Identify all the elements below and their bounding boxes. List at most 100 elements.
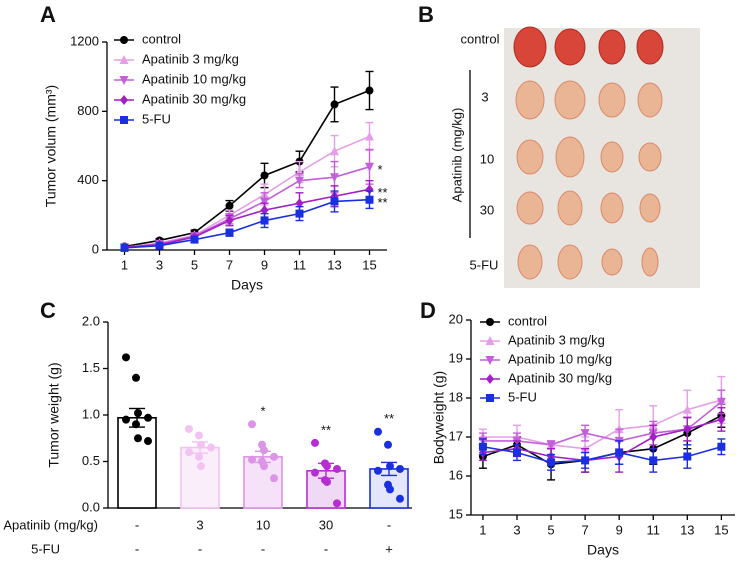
- y-tick-label: 1.0: [82, 406, 100, 421]
- marker: [615, 448, 624, 457]
- tumor: [601, 248, 623, 276]
- marker: [330, 173, 339, 183]
- category-label: -: [198, 541, 202, 556]
- data-point: [122, 415, 130, 424]
- x-axis-title: Days: [587, 542, 619, 558]
- row-label: Apatinib (mg/kg): [3, 517, 98, 532]
- marker: [330, 100, 339, 109]
- data-point: [386, 485, 394, 494]
- legend-label: 5-FU: [508, 389, 537, 404]
- bar: [117, 416, 157, 509]
- significance: **: [378, 195, 388, 210]
- row-label: 5-FU: [31, 541, 60, 556]
- x-tick-label: 7: [581, 522, 588, 537]
- tumor: [516, 139, 544, 175]
- x-axis-title: Days: [231, 277, 263, 293]
- series-line: [124, 89, 370, 248]
- legend-label: control: [508, 313, 547, 328]
- x-tick-label: 1: [121, 257, 128, 272]
- data-point: [248, 420, 256, 429]
- tumor: [598, 82, 626, 118]
- data-point: [333, 464, 341, 473]
- x-tick-label: 3: [513, 522, 520, 537]
- category-label: 3: [196, 517, 203, 532]
- data-point: [323, 477, 331, 486]
- data-point: [122, 353, 130, 362]
- y-tick-label: 15: [449, 506, 463, 521]
- tumor: [516, 191, 544, 225]
- significance: **: [321, 422, 331, 437]
- tumor: [639, 193, 661, 223]
- marker: [120, 243, 129, 252]
- tumor: [515, 80, 545, 120]
- marker: [330, 146, 339, 156]
- legend-label: Apatinib 10 mg/kg: [142, 71, 246, 86]
- y-tick-label: 20: [449, 311, 463, 326]
- series-line: [482, 399, 722, 450]
- marker: [478, 442, 487, 451]
- marker: [580, 429, 590, 439]
- significance: *: [378, 162, 383, 177]
- legend-marker: [120, 95, 128, 105]
- data-point: [311, 438, 319, 447]
- legend-label: Apatinib 3 mg/kg: [142, 51, 239, 66]
- x-tick-label: 9: [616, 522, 623, 537]
- tumor: [638, 142, 662, 172]
- data-point: [248, 455, 256, 464]
- x-tick-label: 13: [327, 257, 341, 272]
- tumor: [554, 28, 586, 66]
- marker: [260, 205, 269, 216]
- tumor: [637, 82, 663, 118]
- marker: [190, 235, 199, 244]
- x-tick-label: 11: [646, 522, 660, 537]
- legend-marker: [486, 374, 494, 384]
- x-tick-label: 5: [547, 522, 554, 537]
- category-label: 10: [256, 517, 270, 532]
- y-tick-label: 0.5: [82, 453, 100, 468]
- tumor: [557, 244, 583, 280]
- legend-marker: [486, 318, 494, 326]
- legend-label: Apatinib 3 mg/kg: [508, 332, 605, 347]
- data-point: [374, 466, 382, 475]
- data-point: [197, 440, 205, 449]
- group-label: Apatinib (mg/kg): [449, 108, 464, 203]
- data-point: [144, 413, 152, 422]
- marker: [225, 201, 234, 210]
- data-point: [134, 434, 142, 443]
- legend-label: Apatinib 30 mg/kg: [142, 91, 246, 106]
- marker: [683, 424, 692, 435]
- x-tick-label: 5: [191, 257, 198, 272]
- legend-marker: [485, 356, 495, 365]
- data-point: [323, 462, 331, 471]
- marker: [365, 184, 374, 195]
- series-line: [482, 418, 722, 462]
- y-tick-label: 16: [449, 467, 463, 482]
- marker: [365, 86, 374, 95]
- y-tick-label: 18: [449, 389, 463, 404]
- legend-marker: [485, 336, 495, 345]
- data-point: [270, 474, 278, 483]
- y-tick-label: 1.5: [82, 360, 100, 375]
- x-tick-label: 15: [714, 522, 728, 537]
- x-tick-label: 15: [362, 257, 376, 272]
- series-line: [124, 198, 370, 249]
- category-label: -: [324, 541, 328, 556]
- marker: [581, 456, 590, 465]
- data-point: [195, 431, 203, 440]
- marker: [682, 404, 692, 414]
- marker: [330, 197, 339, 206]
- y-axis-title: Tumor weight (g): [46, 362, 62, 467]
- category-label: -: [261, 541, 265, 556]
- legend-marker: [119, 55, 129, 64]
- data-point: [260, 446, 268, 455]
- data-point: [374, 427, 382, 436]
- row-label: 10: [480, 151, 494, 166]
- marker: [512, 448, 521, 457]
- legend-label: 5-FU: [142, 111, 171, 126]
- panel-letter: A: [40, 2, 56, 27]
- y-tick-label: 0.0: [82, 499, 100, 514]
- marker: [683, 452, 692, 461]
- series-line: [124, 135, 370, 249]
- data-point: [311, 468, 319, 477]
